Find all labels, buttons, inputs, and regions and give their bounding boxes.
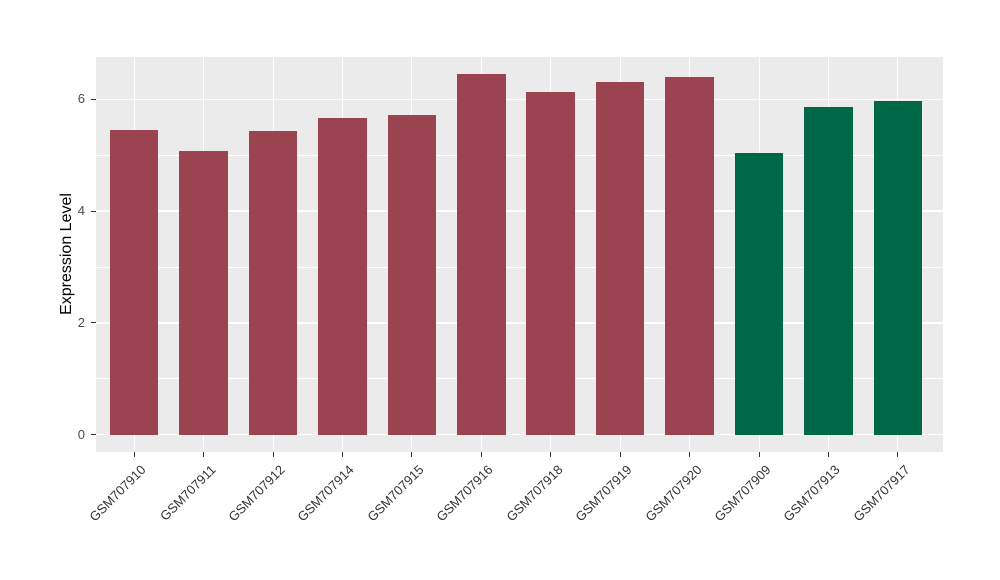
bar-GSM707917 [873, 101, 923, 435]
x-tick-mark [550, 452, 552, 457]
y-gridline-minor [96, 378, 943, 380]
y-tick-mark [91, 210, 96, 212]
bar-GSM707910 [109, 129, 159, 435]
bar-GSM707916 [457, 74, 506, 435]
y-gridline-major [96, 98, 943, 101]
bar-GSM707918 [526, 91, 576, 435]
y-tick-mark [91, 322, 96, 324]
x-tick-mark [897, 452, 899, 457]
bar-GSM707920 [665, 77, 714, 435]
y-tick-label: 4 [77, 203, 85, 219]
x-tick-mark [689, 452, 691, 457]
y-tick-mark [91, 434, 96, 436]
y-tick-label: 2 [77, 314, 85, 330]
y-gridline-minor [96, 154, 943, 156]
bar-GSM707912 [248, 130, 298, 435]
x-tick-mark [758, 452, 760, 457]
y-gridline-major [96, 210, 943, 212]
x-tick-mark [133, 452, 135, 457]
x-tick-mark [341, 452, 343, 457]
x-tick-mark [272, 452, 274, 457]
x-tick-mark [411, 452, 413, 457]
bar-GSM707909 [734, 152, 784, 435]
x-tick-mark [827, 452, 829, 457]
x-tick-mark [619, 452, 621, 457]
x-tick-mark [203, 452, 205, 457]
y-gridline-minor [96, 266, 943, 268]
y-gridline-major [96, 433, 943, 436]
bar-GSM707915 [387, 114, 437, 435]
y-tick-label: 6 [77, 91, 85, 107]
bar-GSM707914 [318, 117, 367, 435]
y-gridline-major [96, 322, 943, 324]
bar-GSM707911 [179, 150, 228, 435]
y-tick-label: 0 [77, 426, 85, 442]
y-tick-mark [91, 98, 96, 100]
bar-GSM707913 [804, 106, 853, 435]
x-tick-mark [480, 452, 482, 457]
plot-panel [96, 57, 943, 452]
bar-GSM707919 [595, 81, 645, 435]
